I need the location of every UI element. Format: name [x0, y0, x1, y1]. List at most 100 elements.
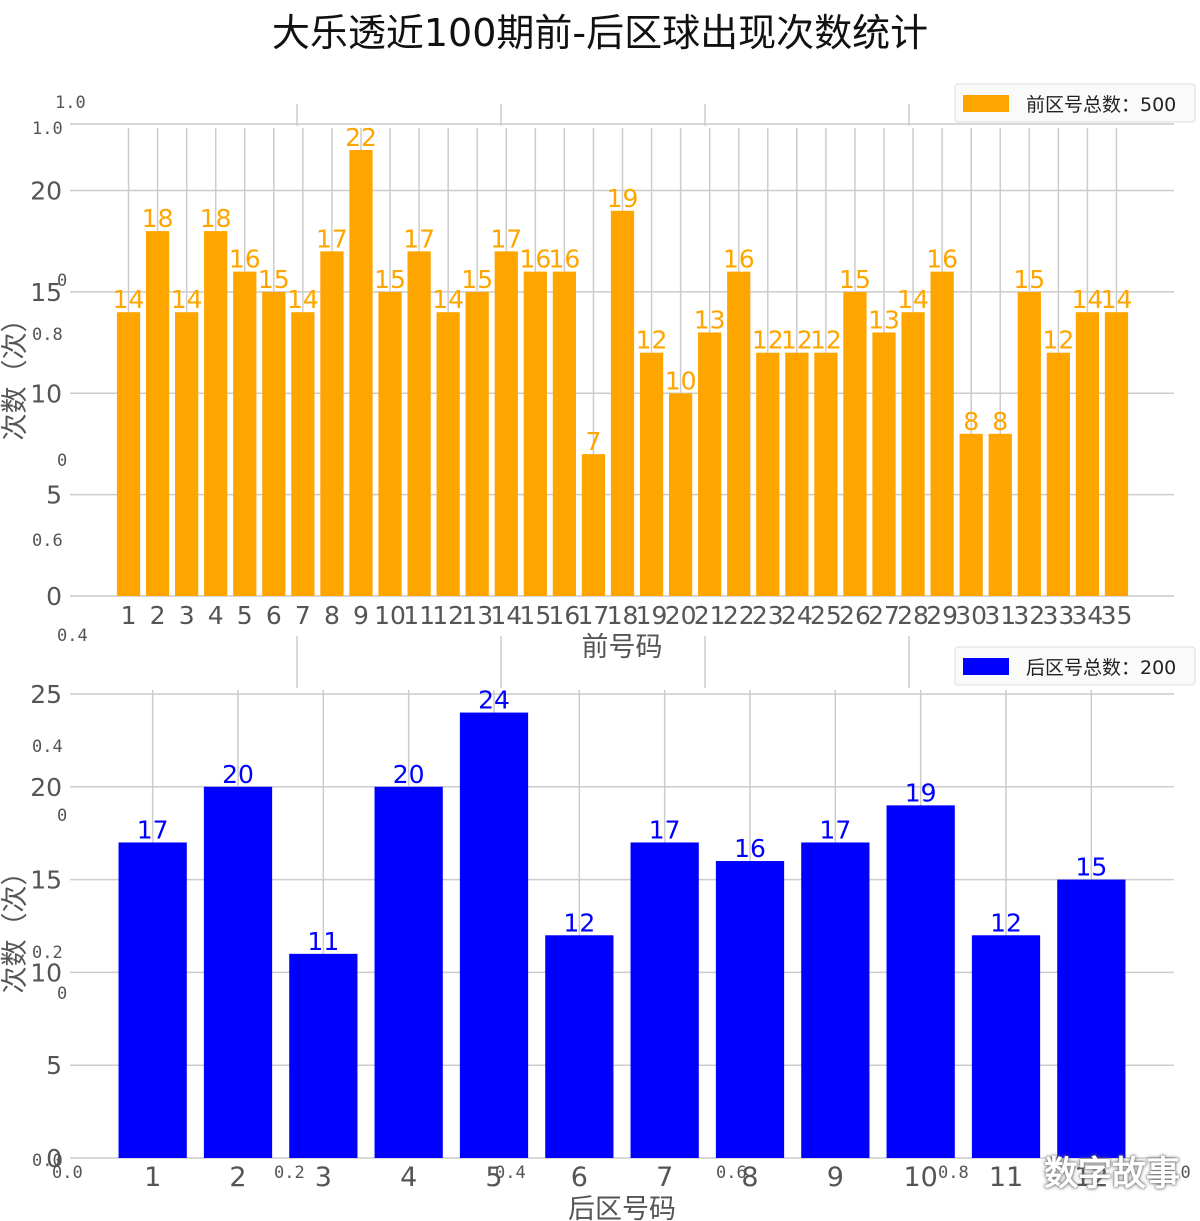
front-chart-bar-2: [145, 231, 170, 596]
front-chart-bar-9: [349, 150, 373, 596]
back-chart-legend-swatch: [963, 658, 1009, 675]
back-chart-x-tick-label: 10: [903, 1162, 937, 1193]
front-chart-bar-value-label: 12: [752, 326, 784, 355]
stray-tick-label: 0.6: [716, 1163, 747, 1183]
front-chart-bar-25: [814, 352, 838, 596]
front-chart-x-tick-label: 17: [578, 601, 610, 630]
front-chart-bar-value-label: 19: [607, 184, 639, 213]
front-chart-bar-value-label: 8: [992, 407, 1008, 436]
back-chart-y-tick-label: 10: [30, 958, 62, 987]
front-chart-bar-4: [204, 231, 228, 596]
front-chart-bar-value-label: 16: [548, 245, 580, 274]
front-chart-x-tick-label: 15: [519, 601, 551, 630]
front-chart-x-tick-label: 18: [607, 601, 639, 630]
front-chart-x-tick-label: 32: [1013, 601, 1045, 630]
front-chart-bar-22: [727, 271, 751, 596]
stray-tick-label: 0.8: [938, 1163, 969, 1183]
front-chart-bar-7: [291, 312, 315, 596]
back-chart-bar-4: [374, 786, 443, 1158]
front-chart-x-tick-label: 10: [374, 601, 406, 630]
front-chart-x-tick-label: 5: [237, 601, 253, 630]
front-chart-bar-31: [988, 433, 1012, 596]
front-chart-bar-6: [262, 291, 286, 596]
front-chart-y-tick-label: 15: [30, 278, 62, 307]
front-chart-bar-27: [872, 332, 896, 596]
front-chart-bar-32: [1017, 291, 1041, 596]
front-chart-x-tick-label: 8: [324, 601, 340, 630]
back-chart-x-tick-label: 12: [1074, 1162, 1108, 1193]
front-chart-bar-value-label: 12: [781, 326, 813, 355]
front-chart-x-tick-label: 25: [810, 601, 842, 630]
back-chart-bar-value-label: 17: [819, 815, 851, 844]
back-chart-bar-value-label: 16: [734, 834, 766, 863]
front-chart-bar-value-label: 22: [345, 123, 377, 152]
front-chart-x-tick-label: 4: [208, 601, 224, 630]
front-chart-x-tick-label: 19: [636, 601, 668, 630]
front-chart-bar-value-label: 17: [316, 224, 348, 253]
front-chart-x-tick-label: 3: [179, 601, 195, 630]
front-chart-bar-8: [320, 251, 344, 596]
front-chart-bar-26: [843, 291, 867, 596]
front-chart-x-tick-label: 31: [984, 601, 1016, 630]
front-chart-bar-value-label: 15: [839, 265, 871, 294]
front-chart-bar-23: [756, 352, 780, 596]
front-chart-bar-5: [233, 271, 257, 596]
back-chart-bar-11: [971, 935, 1041, 1158]
front-chart-x-tick-label: 27: [868, 601, 900, 630]
front-chart-x-tick-label: 11: [403, 601, 435, 630]
front-chart-y-axis-title: 次数（次）: [0, 306, 31, 441]
front-chart-y-tick-label: 5: [46, 481, 62, 510]
front-chart-bar-value-label: 14: [432, 285, 464, 314]
front-chart-x-axis-title: 前号码: [582, 632, 663, 663]
front-chart-bar-28: [901, 312, 925, 596]
stray-tick-label: 0.0: [52, 1163, 83, 1183]
back-chart-x-tick-label: 7: [656, 1162, 673, 1193]
front-chart-bar-30: [959, 433, 983, 596]
front-chart-bar-20: [668, 393, 693, 596]
back-chart-bar-value-label: 24: [478, 686, 510, 715]
front-chart-bar-value-label: 14: [113, 285, 145, 314]
front-chart-x-tick-label: 23: [752, 601, 784, 630]
front-chart-bar-value-label: 17: [490, 224, 522, 253]
front-chart-bar-value-label: 14: [1072, 285, 1104, 314]
front-chart-x-tick-label: 33: [1042, 601, 1074, 630]
back-chart-x-tick-label: 1: [144, 1162, 161, 1193]
back-chart-bar-12: [1057, 879, 1126, 1158]
front-chart-bar-33: [1046, 352, 1070, 596]
back-chart-y-tick-label: 0: [46, 1144, 62, 1173]
back-chart-bar-1: [118, 842, 187, 1158]
back-chart-bar-value-label: 20: [393, 760, 425, 789]
front-chart-bar-11: [407, 251, 431, 596]
front-chart-x-tick-label: 24: [781, 601, 813, 630]
front-chart-x-tick-label: 20: [665, 601, 697, 630]
back-chart-y-tick-label: 5: [46, 1051, 62, 1080]
stray-tick-label: 0.6: [32, 531, 63, 551]
back-chart-legend-box: [954, 646, 1196, 686]
back-chart-y-axis-title: 次数（次）: [0, 859, 31, 994]
front-chart-bar-16: [552, 271, 577, 596]
front-chart-x-tick-label: 1: [121, 601, 137, 630]
back-chart-x-tick-label: 2: [229, 1162, 246, 1193]
stray-tick-label: 0.2: [32, 943, 63, 963]
front-chart-bar-value-label: 16: [229, 245, 261, 274]
chart-title: 大乐透近100期前-后区球出现次数统计: [271, 11, 929, 55]
front-chart-bar-34: [1075, 312, 1100, 596]
back-chart-x-tick-label: 8: [741, 1162, 758, 1193]
front-chart-bar-value-label: 10: [665, 366, 697, 395]
front-chart-bar-18: [610, 210, 635, 596]
front-chart-bar-15: [523, 271, 547, 596]
front-chart-bar-13: [465, 291, 489, 596]
stray-tick-label: 0: [57, 806, 67, 826]
back-chart-x-tick-label: 6: [571, 1162, 588, 1193]
front-chart-bar-value-label: 13: [868, 305, 900, 334]
front-chart-x-tick-label: 9: [353, 601, 369, 630]
back-chart-bar-7: [630, 842, 699, 1158]
front-chart-bar-value-label: 8: [963, 407, 979, 436]
front-chart-x-tick-label: 12: [432, 601, 464, 630]
back-chart-bar-value-label: 12: [990, 908, 1022, 937]
front-chart-bar-value-label: 18: [142, 204, 174, 233]
front-chart-bar-value-label: 12: [636, 326, 668, 355]
back-chart-bar-5: [459, 712, 529, 1158]
front-chart-bar-19: [639, 352, 664, 596]
